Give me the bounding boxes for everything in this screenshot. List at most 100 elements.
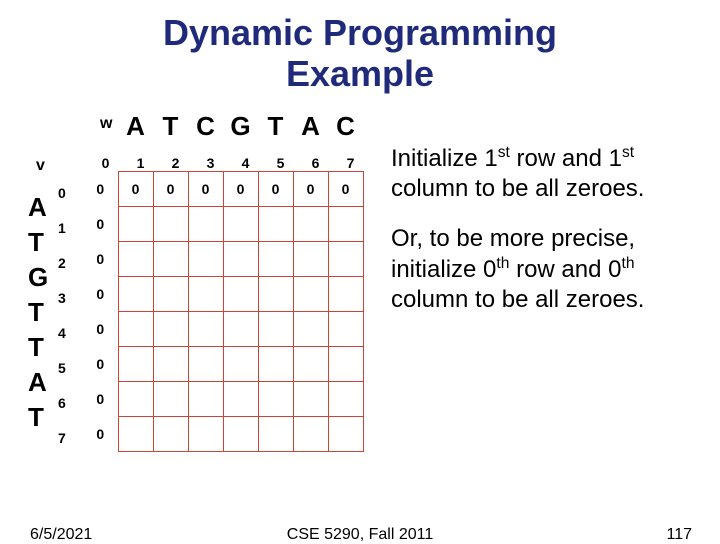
cell <box>223 207 258 242</box>
content-area: w v A T C G T A C 0 1 2 3 4 5 6 7 A T G … <box>0 115 720 495</box>
table-row: 0 0 0 0 0 0 0 0 <box>83 172 363 207</box>
col-idx-2: 2 <box>158 155 193 171</box>
title-line1: Dynamic Programming <box>163 12 557 53</box>
row-idx-6: 6 <box>58 385 66 420</box>
cell-2-0: 0 <box>83 242 118 277</box>
cell <box>188 382 223 417</box>
explanation-text: Initialize 1st row and 1st column to be … <box>391 115 711 495</box>
cell <box>293 382 328 417</box>
footer-course: CSE 5290, Fall 2011 <box>287 526 433 544</box>
cell <box>118 417 153 452</box>
cell <box>223 347 258 382</box>
cell-1-0: 0 <box>83 207 118 242</box>
cell <box>118 277 153 312</box>
v-sequence: A T G T T A T <box>28 190 48 435</box>
cell <box>188 347 223 382</box>
sup-th: th <box>496 255 509 272</box>
cell <box>293 277 328 312</box>
cell <box>188 312 223 347</box>
cell-7-0: 0 <box>83 417 118 452</box>
cell-0-6: 0 <box>293 172 328 207</box>
cell-3-0: 0 <box>83 277 118 312</box>
row-idx-1: 1 <box>58 210 66 245</box>
paragraph-1: Initialize 1st row and 1st column to be … <box>391 143 711 204</box>
seq-w-5: A <box>293 111 328 142</box>
cell-0-3: 0 <box>188 172 223 207</box>
col-idx-5: 5 <box>263 155 298 171</box>
p1-part-b: row and 1 <box>510 145 622 172</box>
cell <box>223 242 258 277</box>
col-idx-6: 6 <box>298 155 333 171</box>
cell <box>118 242 153 277</box>
seq-w-0: A <box>118 111 153 142</box>
cell <box>153 207 188 242</box>
cell <box>223 417 258 452</box>
cell <box>293 417 328 452</box>
row-idx-3: 3 <box>58 280 66 315</box>
cell <box>118 207 153 242</box>
footer-page: 117 <box>666 526 692 544</box>
col-idx-1: 1 <box>123 155 158 171</box>
cell-0-0: 0 <box>83 172 118 207</box>
table-row: 0 <box>83 277 363 312</box>
table-row: 0 <box>83 207 363 242</box>
cell <box>118 382 153 417</box>
sup-st: st <box>622 144 634 161</box>
row-indices: 0 1 2 3 4 5 6 7 <box>58 175 66 455</box>
cell-0-1: 0 <box>118 172 153 207</box>
cell <box>118 347 153 382</box>
table-row: 0 <box>83 347 363 382</box>
col-idx-0: 0 <box>88 155 123 171</box>
cell <box>223 382 258 417</box>
col-idx-7: 7 <box>333 155 368 171</box>
seq-w-6: C <box>328 111 363 142</box>
cell <box>223 277 258 312</box>
cell <box>153 417 188 452</box>
cell <box>153 382 188 417</box>
p2-part-c: column to be all zeroes. <box>391 286 644 313</box>
cell <box>188 242 223 277</box>
sup-th: th <box>621 255 634 272</box>
seq-w-1: T <box>153 111 188 142</box>
row-idx-4: 4 <box>58 315 66 350</box>
table-row: 0 <box>83 242 363 277</box>
cell-5-0: 0 <box>83 347 118 382</box>
seq-v-3: T <box>28 295 48 330</box>
cell <box>153 277 188 312</box>
cell <box>328 312 363 347</box>
row-idx-5: 5 <box>58 350 66 385</box>
col-idx-4: 4 <box>228 155 263 171</box>
p2-part-b: row and 0 <box>509 256 621 283</box>
cell <box>118 312 153 347</box>
cell-0-2: 0 <box>153 172 188 207</box>
footer-date: 6/5/2021 <box>30 526 92 544</box>
slide-title: Dynamic Programming Example <box>0 0 720 95</box>
table-row: 0 <box>83 312 363 347</box>
cell <box>293 347 328 382</box>
cell <box>258 277 293 312</box>
table-row: 0 <box>83 417 363 452</box>
cell <box>258 207 293 242</box>
v-label: v <box>36 157 45 175</box>
cell <box>188 417 223 452</box>
cell <box>188 207 223 242</box>
cell <box>153 347 188 382</box>
seq-v-2: G <box>28 260 48 295</box>
cell <box>153 312 188 347</box>
cell <box>293 312 328 347</box>
seq-v-5: A <box>28 365 48 400</box>
row-idx-7: 7 <box>58 420 66 455</box>
table-row: 0 <box>83 382 363 417</box>
dp-grid-area: w v A T C G T A C 0 1 2 3 4 5 6 7 A T G … <box>18 115 383 495</box>
cell <box>153 242 188 277</box>
cell <box>328 347 363 382</box>
cell <box>258 347 293 382</box>
seq-v-0: A <box>28 190 48 225</box>
cell-0-7: 0 <box>328 172 363 207</box>
cell <box>258 382 293 417</box>
w-label: w <box>100 115 113 133</box>
cell <box>258 312 293 347</box>
cell <box>223 312 258 347</box>
seq-w-3: G <box>223 111 258 142</box>
seq-w-4: T <box>258 111 293 142</box>
